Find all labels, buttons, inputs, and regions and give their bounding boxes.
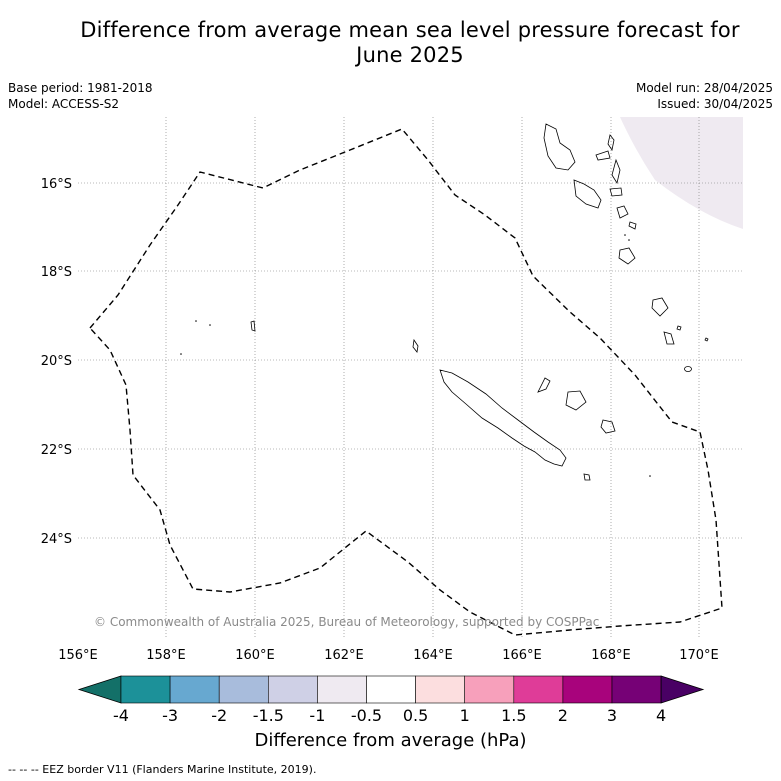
colorbar-tick-label: -2 [211,706,227,725]
maewo-island [607,134,615,152]
ouvea-island [537,377,551,393]
colorbar-tick-label: -4 [113,706,129,725]
aniwa-islet [676,325,682,331]
reef-dot [180,353,182,355]
issued-date: Issued: 30/04/2025 [657,97,773,111]
lon-label: 164°E [413,648,453,663]
eez-border [89,128,723,636]
colorbar-ticks: -4 -3 -2 -1.5 -1 -0.5 0.5 1 1.5 2 3 4 [113,706,666,725]
colorbar-tick-label: 1.5 [501,706,526,725]
colorbar-segment [464,675,515,704]
malakula-island [573,179,602,209]
lon-label: 166°E [502,648,542,663]
colorbar-segment [366,675,416,704]
lifou-island [565,390,587,411]
efate-island [618,247,636,265]
colorbar-segment [513,675,564,704]
colorbar-segment [562,675,613,704]
colorbar-tick-label: 4 [656,706,666,725]
ambae-island [595,150,611,161]
latitude-labels: 16°S 18°S 20°S 22°S 24°S [41,177,72,547]
colorbar-tick-label: -1.5 [253,706,284,725]
colorbar-tick-label: -1 [309,706,325,725]
colorbar-segment [415,675,466,704]
new-caledonia-island [439,369,567,467]
lon-label: 168°E [591,648,631,663]
model-run-date: Model run: 28/04/2025 [635,81,773,95]
reef-dot [195,320,197,322]
lon-label: 170°E [679,648,719,663]
colorbar [77,675,705,704]
isle-of-pines [583,473,591,481]
copyright-notice: © Commonwealth of Australia 2025, Bureau… [94,615,599,629]
epi-island [616,205,629,219]
colorbar-segment [317,675,367,704]
longitude-labels: 156°E 158°E 160°E 162°E 164°E 166°E 168°… [58,648,719,663]
colorbar-segment [120,675,171,704]
espiritu-santo-island [543,123,576,171]
belep-islet [412,338,419,353]
lon-label: 158°E [146,648,186,663]
colorbar-tick-label: -3 [162,706,178,725]
aneityum-island [684,366,692,372]
colorbar-tick-label: 2 [558,706,568,725]
reef-dot [209,324,211,326]
colorbar-extend-high [660,675,705,704]
lat-label: 18°S [41,265,72,280]
reef-dot [649,475,651,477]
lon-label: 162°E [324,648,364,663]
colorbar-label: Difference from average (hPa) [254,730,527,751]
model-info: Base period: 1981-2018 Model: ACCESS-S2 [8,80,153,112]
base-period: Base period: 1981-2018 [8,81,153,95]
tanna-island [663,331,675,345]
mare-island [600,419,616,434]
colorbar-segment [218,675,269,704]
colorbar-tick-label: 3 [607,706,617,725]
lat-label: 24°S [41,532,72,547]
model-name: Model: ACCESS-S2 [8,97,120,111]
reef-dot [624,234,626,236]
ambrym-island [609,187,623,197]
colorbar-extend-low [77,675,122,704]
lon-label: 156°E [58,648,98,663]
shepherd-islets [628,221,637,230]
map-title-line2: June 2025 [356,43,464,67]
lat-label: 16°S [41,177,72,192]
map-title: Difference from average mean sea level p… [40,18,780,68]
anomaly-shading [620,117,743,229]
map-title-line1: Difference from average mean sea level p… [80,18,740,42]
colorbar-segment [169,675,220,704]
colorbar-segment [611,675,662,704]
lat-label: 20°S [41,354,72,369]
pentecost-island [611,158,621,185]
erromango-island [651,297,669,317]
run-info: Model run: 28/04/2025 Issued: 30/04/2025 [636,80,773,112]
colorbar-tick-label: -0.5 [351,706,382,725]
reef-dot [628,239,630,241]
lat-label: 22°S [41,443,72,458]
futuna-islet [704,337,709,342]
chesterfield-islet [250,320,256,332]
eez-legend-note: -- -- -- EEZ border V11 (Flanders Marine… [8,763,317,776]
lon-label: 160°E [235,648,275,663]
colorbar-tick-label: 1 [460,706,470,725]
colorbar-tick-label: 0.5 [403,706,428,725]
colorbar-segment [267,675,318,704]
